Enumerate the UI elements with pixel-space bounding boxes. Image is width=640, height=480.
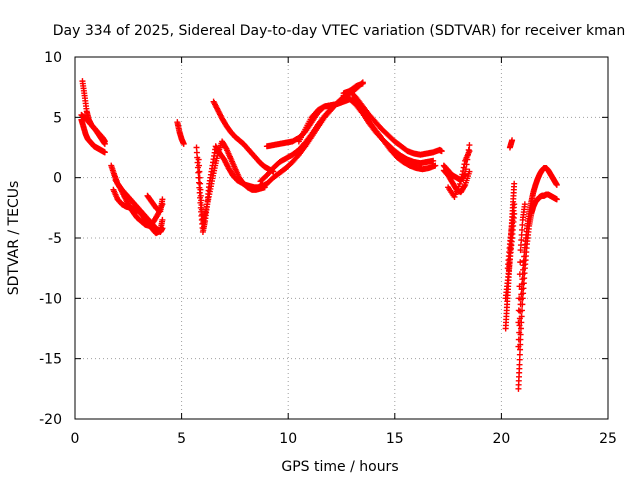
data-point: [101, 149, 108, 156]
y-tick-label: -20: [39, 412, 62, 428]
data-point: [517, 242, 524, 249]
x-tick-label: 25: [599, 431, 617, 447]
data-point: [518, 237, 525, 244]
data-point: [430, 157, 437, 164]
data-point: [516, 315, 523, 322]
data-point: [197, 180, 204, 187]
data-point: [196, 162, 203, 169]
data-point: [432, 162, 439, 169]
data-point: [511, 180, 518, 187]
data-point: [516, 271, 523, 278]
x-tick-label: 5: [177, 431, 186, 447]
data-point: [515, 307, 522, 314]
data-point: [517, 325, 524, 332]
data-point: [457, 178, 464, 185]
data-point: [519, 221, 526, 228]
data-point: [519, 226, 526, 233]
data-point: [516, 329, 523, 336]
data-point: [197, 186, 204, 193]
data-point: [518, 286, 525, 293]
data-point: [461, 161, 468, 168]
data-point: [195, 169, 202, 176]
data-point: [515, 343, 522, 350]
data-points: [78, 78, 560, 392]
data-point: [159, 216, 166, 223]
data-point: [516, 356, 523, 363]
data-point: [517, 259, 524, 266]
data-point: [196, 179, 203, 186]
data-point: [516, 295, 523, 302]
data-point: [466, 142, 473, 149]
data-point: [196, 168, 203, 175]
data-point: [194, 159, 201, 166]
data-point: [334, 101, 341, 108]
data-point: [517, 346, 524, 353]
data-point: [517, 247, 524, 254]
x-tick-label: 0: [71, 431, 80, 447]
data-point: [517, 301, 524, 308]
y-tick-label: -10: [39, 291, 62, 307]
data-point: [518, 231, 525, 238]
data-point: [193, 144, 200, 151]
data-point: [515, 319, 522, 326]
data-point: [511, 201, 518, 208]
data-point: [359, 80, 366, 87]
chart-title: Day 334 of 2025, Sidereal Day-to-day VTE…: [53, 23, 625, 39]
y-axis-label: SDTVAR / TECUs: [6, 181, 22, 296]
data-point: [196, 189, 203, 196]
y-tick-label: -5: [48, 231, 62, 247]
data-point: [159, 196, 166, 203]
data-point: [515, 336, 522, 343]
x-tick-labels: 0 5 10 15 20 25: [71, 431, 617, 447]
data-point: [516, 283, 523, 290]
x-tick-label: 15: [386, 431, 404, 447]
axis-ticks: [74, 56, 609, 420]
data-point: [553, 196, 560, 203]
y-tick-label: 0: [53, 171, 62, 187]
y-tick-label: -15: [39, 352, 62, 368]
data-point: [516, 361, 523, 368]
data-point: [195, 156, 202, 163]
y-tick-label: 10: [44, 50, 62, 66]
data-point: [180, 140, 187, 147]
data-point: [519, 276, 526, 283]
y-tick-label: 5: [53, 110, 62, 126]
data-point: [553, 181, 560, 188]
data-point: [458, 174, 465, 181]
x-tick-label: 10: [279, 431, 297, 447]
data-point: [101, 138, 108, 145]
data-point: [521, 201, 528, 208]
data-point: [509, 137, 516, 144]
data-point: [460, 168, 467, 175]
data-point: [466, 168, 473, 175]
x-tick-label: 20: [492, 431, 510, 447]
data-point: [516, 322, 523, 329]
data-point: [518, 291, 525, 298]
data-point: [460, 164, 467, 171]
data-point: [193, 149, 200, 156]
data-point: [461, 183, 468, 190]
data-point: [459, 171, 466, 178]
data-point: [516, 351, 523, 358]
x-axis-label: GPS time / hours: [281, 459, 398, 475]
data-point: [196, 174, 203, 181]
data-point: [438, 148, 445, 155]
y-tick-labels: -20 -15 -10 -5 0 5 10: [39, 50, 62, 428]
data-point: [466, 148, 473, 155]
